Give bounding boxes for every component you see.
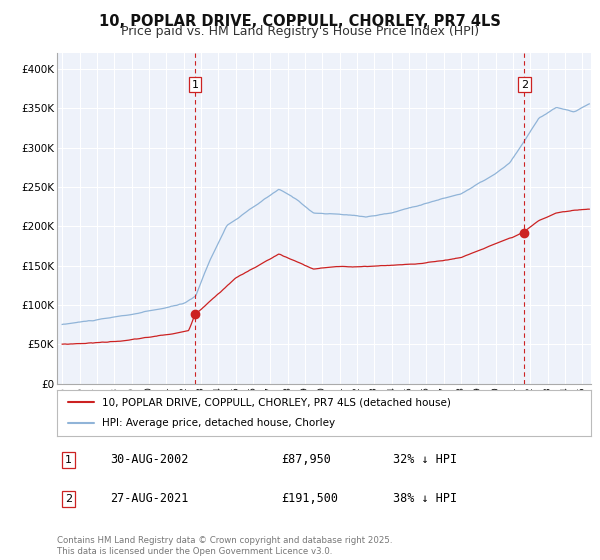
Text: £87,950: £87,950: [281, 453, 331, 466]
Text: 2: 2: [521, 80, 528, 90]
Text: 10, POPLAR DRIVE, COPPULL, CHORLEY, PR7 4LS: 10, POPLAR DRIVE, COPPULL, CHORLEY, PR7 …: [99, 14, 501, 29]
Text: 30-AUG-2002: 30-AUG-2002: [110, 453, 189, 466]
Text: 27-AUG-2021: 27-AUG-2021: [110, 492, 189, 505]
Text: HPI: Average price, detached house, Chorley: HPI: Average price, detached house, Chor…: [103, 418, 335, 428]
Text: 2: 2: [65, 494, 73, 504]
Text: 1: 1: [191, 80, 199, 90]
Text: 32% ↓ HPI: 32% ↓ HPI: [394, 453, 458, 466]
Text: 10, POPLAR DRIVE, COPPULL, CHORLEY, PR7 4LS (detached house): 10, POPLAR DRIVE, COPPULL, CHORLEY, PR7 …: [103, 397, 451, 407]
Text: Contains HM Land Registry data © Crown copyright and database right 2025.
This d: Contains HM Land Registry data © Crown c…: [57, 536, 392, 556]
Text: £191,500: £191,500: [281, 492, 338, 505]
Text: Price paid vs. HM Land Registry's House Price Index (HPI): Price paid vs. HM Land Registry's House …: [121, 25, 479, 38]
Text: 1: 1: [65, 455, 72, 465]
Text: 38% ↓ HPI: 38% ↓ HPI: [394, 492, 458, 505]
